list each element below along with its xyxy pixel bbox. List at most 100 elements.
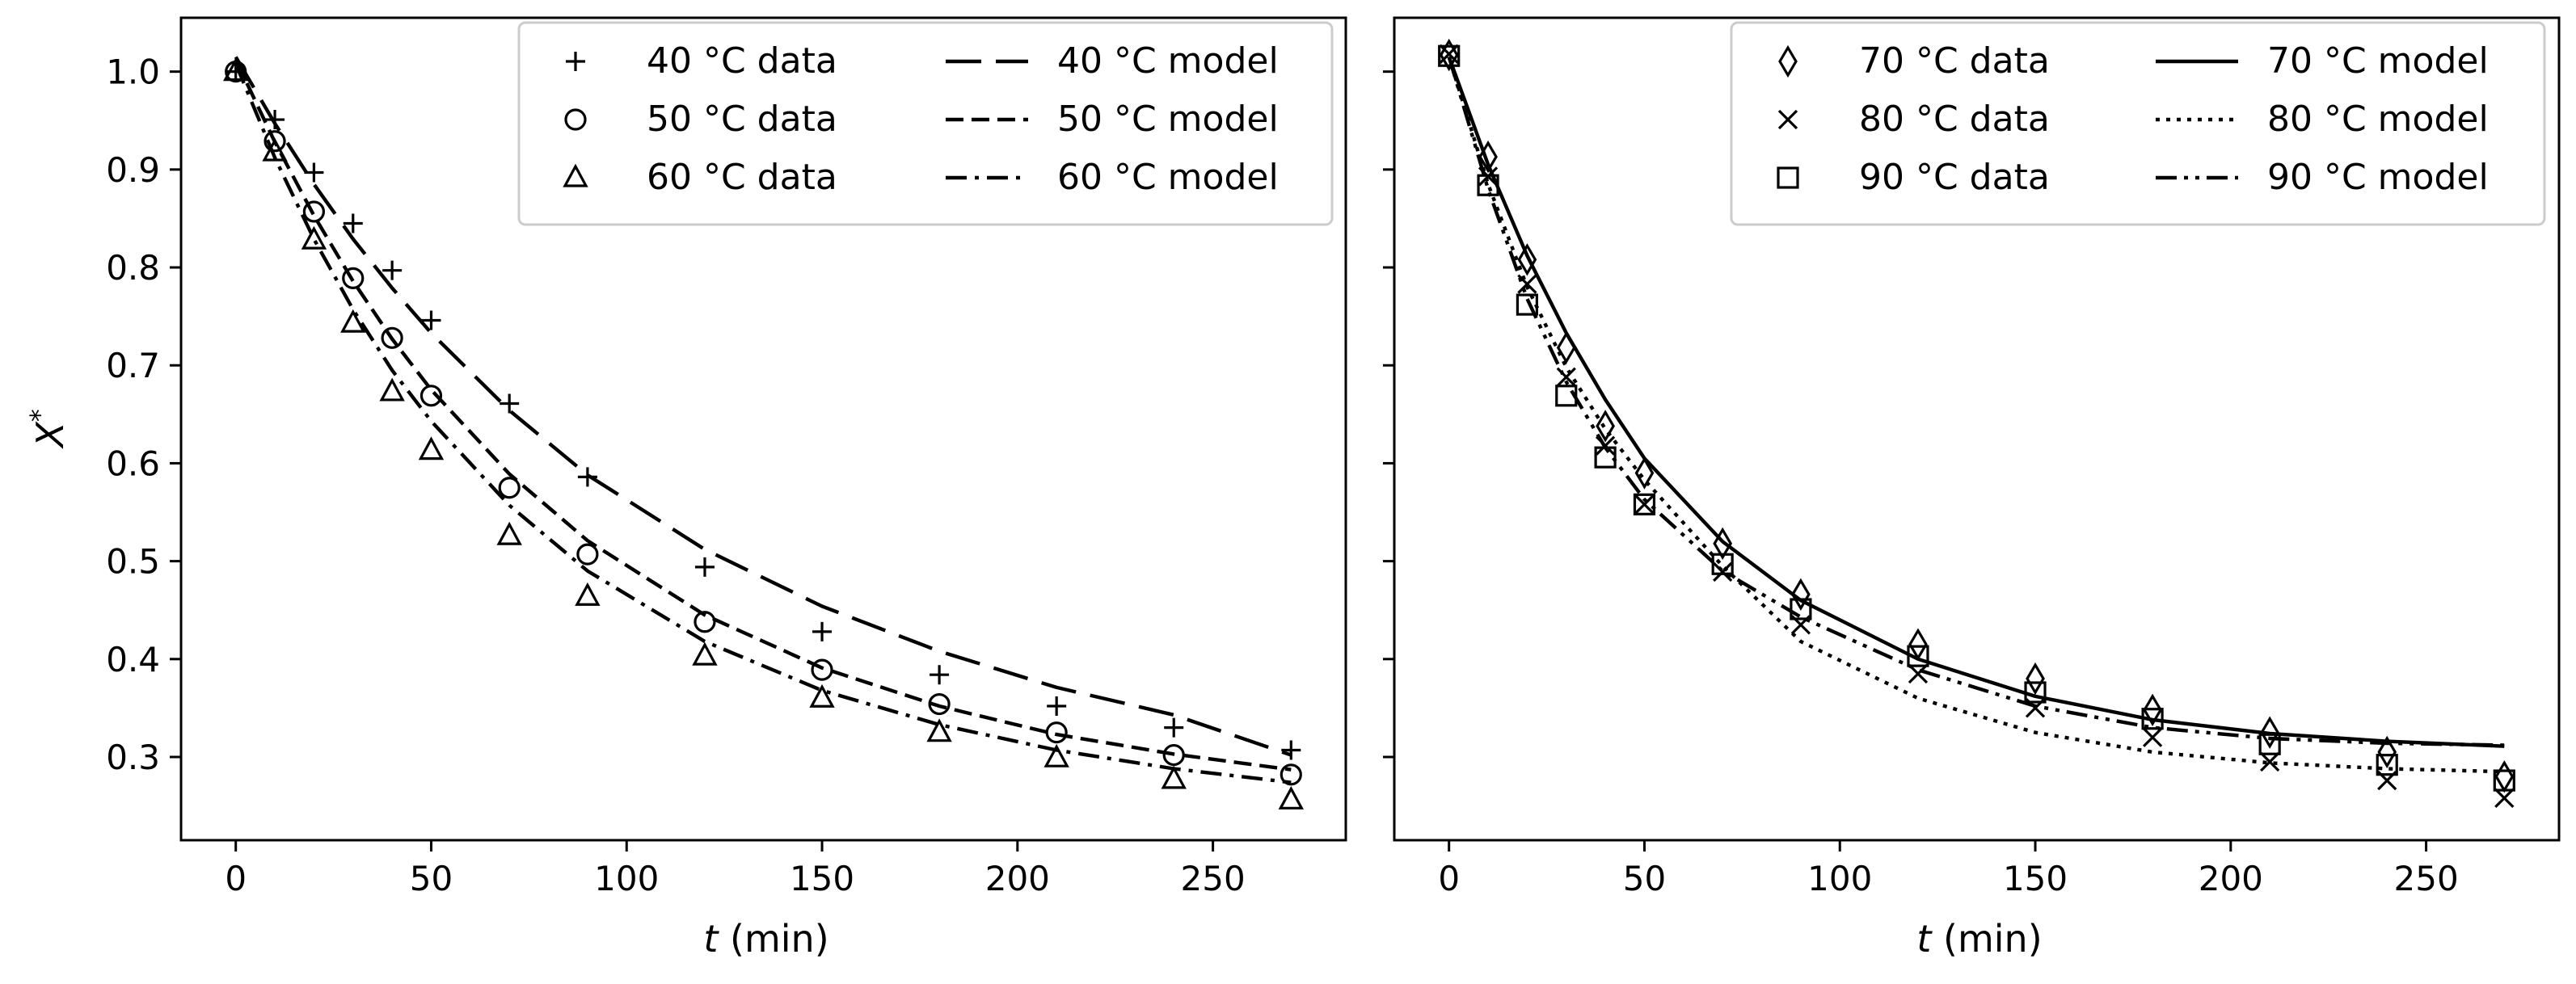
- right-data-point-diamond: [1596, 410, 1615, 443]
- left-legend-data-label: 60 °C data: [647, 157, 837, 198]
- right-data-point-diamond: [2143, 693, 2162, 726]
- left-x-tick-label: 150: [790, 859, 854, 898]
- left-data-point-circle: [342, 267, 365, 289]
- left-data-point-triangle: [301, 225, 327, 250]
- left-x-axis-label-var: t: [703, 917, 719, 961]
- left-legend-model-label: 50 °C model: [1057, 99, 1279, 140]
- left-x-tick-label: 50: [410, 859, 453, 898]
- right-x-tick-label: 250: [2394, 859, 2459, 898]
- left-legend-model-label: 60 °C model: [1057, 157, 1279, 198]
- left-data-point-circle: [576, 543, 599, 566]
- right-data-point-cross: [1908, 663, 1929, 684]
- right-x-tick-label: 100: [1807, 859, 1872, 898]
- left-y-tick-label: 0.8: [106, 248, 160, 288]
- left-y-tick-label: 0.7: [106, 346, 160, 385]
- left-model-line-0: [234, 56, 1292, 757]
- right-data-point-cross: [1439, 44, 1459, 64]
- right-data-point-diamond: [2377, 735, 2397, 769]
- right-x-axis-label-var: t: [1916, 917, 1933, 961]
- left-data-point-plus: [577, 467, 597, 487]
- right-plot-frame: [1393, 16, 2561, 842]
- left-data-point-triangle: [340, 309, 366, 333]
- right-legend-marker-diamond: [1778, 44, 1798, 78]
- left-y-tick-label: 0.9: [106, 150, 160, 190]
- right-x-tick-label: 0: [1438, 859, 1460, 898]
- y-label-superscript: *: [24, 409, 55, 422]
- right-x-tick-label: 200: [2199, 859, 2263, 898]
- right-data-point-square: [1711, 553, 1734, 575]
- right-data-point-diamond: [1634, 456, 1655, 490]
- right-legend-data-label: 90 °C data: [1859, 157, 2050, 198]
- right-legend-model-label: 70 °C model: [2267, 40, 2489, 82]
- left-data-point-triangle: [1161, 765, 1187, 789]
- left-data-point-circle: [1162, 743, 1185, 767]
- right-data-point-cross: [2260, 751, 2280, 772]
- left-data-point-triangle: [692, 641, 718, 666]
- right-data-point-square: [1477, 174, 1499, 196]
- left-x-tick-label: 200: [985, 859, 1050, 898]
- left-data-point-plus: [1047, 696, 1067, 716]
- right-data-point-square: [1555, 385, 1578, 407]
- right-data-point-diamond: [1478, 140, 1498, 174]
- right-data-point-cross: [1517, 274, 1537, 294]
- right-model-line-0: [1447, 56, 2505, 748]
- left-data-point-triangle: [496, 521, 522, 545]
- right-legend-box: [1730, 21, 2546, 226]
- left-data-point-circle: [811, 658, 833, 681]
- left-data-point-circle: [694, 611, 716, 633]
- left-data-point-triangle: [575, 582, 601, 606]
- left-data-point-triangle: [926, 718, 952, 742]
- left-data-point-plus: [1164, 717, 1184, 738]
- left-y-axis-label: X*: [24, 409, 72, 449]
- left-data-point-triangle: [809, 683, 835, 708]
- right-data-point-cross: [1595, 435, 1616, 456]
- left-y-tick-label: 0.3: [106, 738, 160, 777]
- right-data-point-square: [1907, 645, 1929, 667]
- right-chart-panel: t (min) 0 50 100 150 200 250 70 °C data 80 °C d…: [1383, 16, 2561, 961]
- right-data-point-diamond: [2260, 716, 2280, 749]
- left-x-axis-label-unit: (min): [718, 917, 828, 961]
- right-data-point-diamond: [2026, 662, 2045, 696]
- left-legend-box: [517, 21, 1334, 226]
- left-x-tick-label: 0: [225, 859, 247, 898]
- left-x-tick-label: 250: [1181, 859, 1246, 898]
- left-data-point-triangle: [1278, 785, 1304, 809]
- right-data-point-square: [1633, 493, 1656, 515]
- right-x-axis-label: t (min): [1916, 917, 2042, 961]
- left-y-tick-label: 0.4: [106, 640, 160, 679]
- right-legend-model-label: 80 °C model: [2267, 99, 2489, 140]
- left-data-point-plus: [500, 393, 520, 414]
- left-data-point-circle: [419, 385, 443, 407]
- left-data-point-triangle: [223, 57, 249, 82]
- left-data-point-plus: [382, 260, 403, 280]
- right-legend-model-label: 90 °C model: [2267, 157, 2489, 198]
- left-chart-panel: X* t (min) 0 50 100 150 200 250 1.0 0.9 0.8 0.7 0.…: [24, 16, 1347, 961]
- right-data-point-square: [2024, 681, 2047, 704]
- right-data-point-square: [1516, 293, 1539, 316]
- right-data-point-square: [2376, 754, 2398, 776]
- right-data-point-square: [2493, 769, 2515, 792]
- left-data-point-plus: [1281, 740, 1301, 760]
- right-legend-marker-square: [1777, 166, 1799, 189]
- left-legend-marker-circle: [564, 108, 587, 131]
- left-legend-marker-triangle: [563, 163, 588, 187]
- right-data-point-cross: [2142, 727, 2163, 747]
- left-data-point-circle: [928, 692, 951, 716]
- left-data-point-circle: [1045, 721, 1068, 744]
- left-legend-marker-plus: [566, 52, 585, 71]
- right-data-point-diamond: [1556, 331, 1576, 364]
- left-data-point-circle: [498, 477, 521, 499]
- right-data-point-diamond: [1908, 628, 1928, 661]
- left-data-point-plus: [421, 310, 441, 330]
- left-data-point-plus: [343, 213, 363, 233]
- left-x-axis-label: t (min): [703, 917, 828, 961]
- right-data-point-square: [1438, 44, 1461, 67]
- left-data-point-triangle: [1043, 743, 1069, 767]
- left-y-tick-label: 0.5: [106, 542, 160, 582]
- left-legend-model-label: 40 °C model: [1057, 40, 1279, 82]
- right-data-point-diamond: [1713, 527, 1733, 560]
- right-legend-data-label: 80 °C data: [1859, 99, 2050, 140]
- left-data-point-plus: [304, 162, 324, 183]
- right-data-point-square: [2141, 708, 2164, 730]
- left-data-point-plus: [694, 557, 715, 577]
